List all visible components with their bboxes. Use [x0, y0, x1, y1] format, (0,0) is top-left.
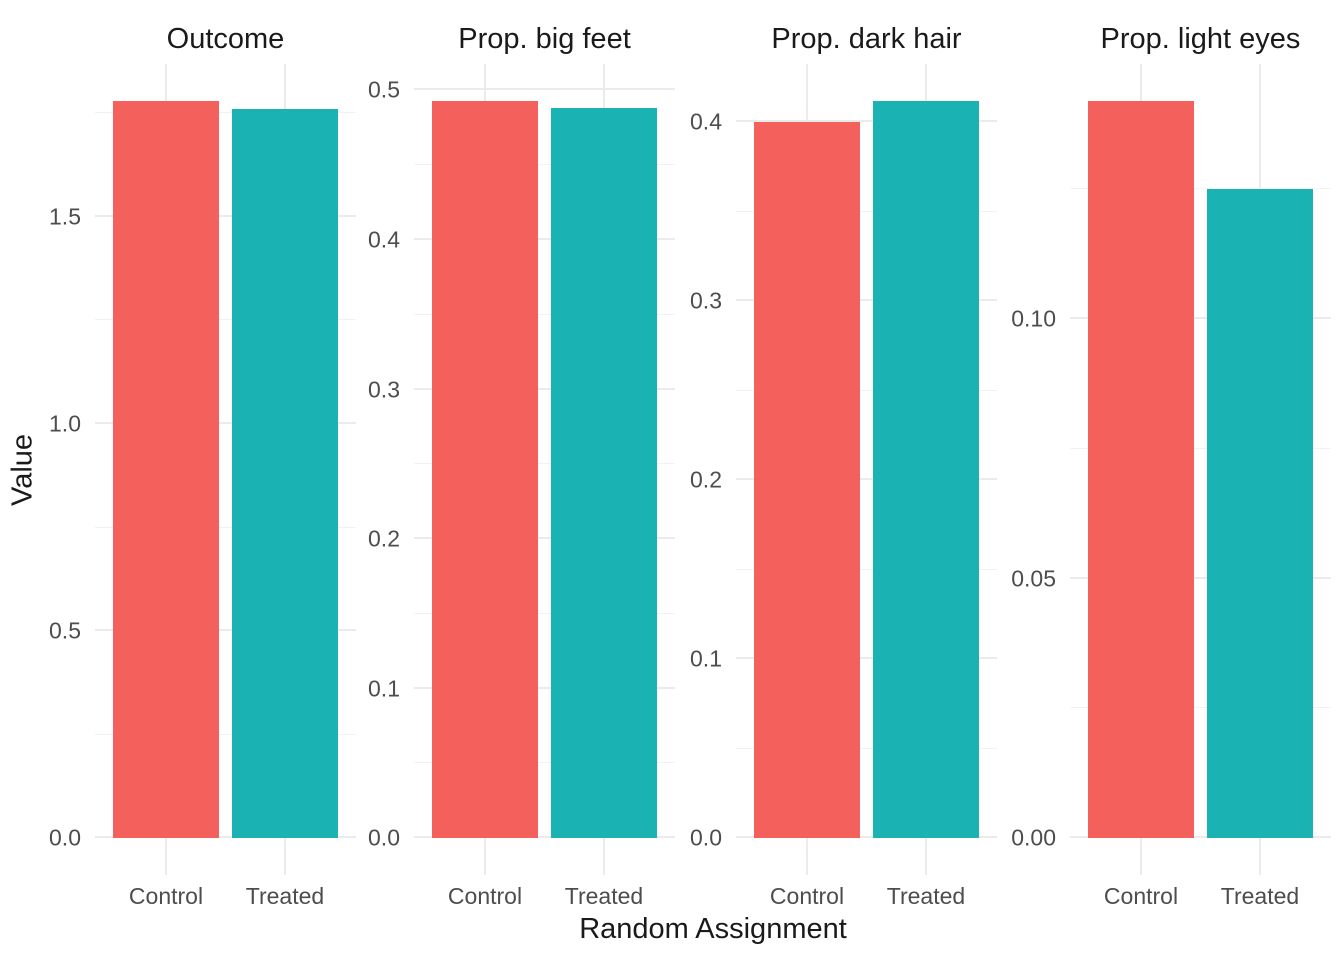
- bar-control: [754, 122, 860, 839]
- y-tick-label: 0.1: [690, 645, 722, 672]
- facet-title: Prop. dark hair: [771, 23, 962, 55]
- gridline-y-minor: [1070, 188, 1331, 190]
- gridline-y-minor: [95, 319, 356, 321]
- x-tick-labels: Control Treated: [736, 875, 997, 911]
- gridline-y-major: [736, 836, 997, 839]
- x-tick-label: Treated: [1220, 883, 1300, 909]
- y-tick-label: 1.0: [49, 410, 81, 437]
- gridline-y-minor: [736, 210, 997, 212]
- gridline-y-major: [736, 120, 997, 123]
- gridline-y-major: [414, 238, 675, 240]
- facets-row: Outcome 0.0 0.5 1.0 1.5 Control Treated Prop…: [46, 0, 1331, 911]
- gridline-y-minor: [414, 463, 675, 465]
- gridline-y-minor: [736, 389, 997, 391]
- y-tick-label: 0.05: [1011, 565, 1056, 592]
- gridline-y-major: [95, 421, 356, 424]
- bar-treated: [1207, 189, 1313, 839]
- y-tick-label: 0.2: [368, 525, 400, 552]
- gridline-y-major: [95, 214, 356, 217]
- y-axis-title: Value: [6, 433, 39, 506]
- facet-prop-big-feet: Prop. big feet 0.0 0.1 0.2 0.3 0.4 0.5 Contro…: [356, 0, 675, 911]
- bar-control: [113, 100, 219, 839]
- y-tick-label: 0.5: [49, 617, 81, 644]
- x-tick-label: Treated: [886, 883, 966, 909]
- gridline-y-major: [414, 537, 675, 540]
- y-tick-label: 0.0: [690, 824, 722, 851]
- x-axis-title: Random Assignment: [579, 913, 847, 945]
- gridline-y-major: [95, 629, 356, 632]
- x-tick-label: Treated: [245, 883, 325, 909]
- facet-prop-dark-hair: Prop. dark hair 0.0 0.1 0.2 0.3 0.4 Control T…: [675, 0, 997, 911]
- x-tick-labels: Control Treated: [95, 875, 356, 911]
- bar-treated: [551, 108, 657, 839]
- facet-title: Outcome: [166, 23, 285, 55]
- x-tick-labels: Control Treated: [1070, 875, 1331, 911]
- y-tick-label: 0.00: [1011, 824, 1056, 851]
- gridline-y-major: [736, 478, 997, 481]
- gridline-y-major: [414, 836, 675, 839]
- gridline-y-major: [1070, 316, 1331, 319]
- gridline-y-minor: [95, 733, 356, 735]
- bar-treated: [873, 100, 979, 839]
- gridline-y-minor: [414, 762, 675, 764]
- facet-panel: 0.0 0.1 0.2 0.3 0.4 0.5: [368, 64, 675, 875]
- y-tick-label: 0.0: [49, 824, 81, 851]
- y-tick-label: 0.1: [368, 675, 400, 702]
- gridline-y-minor: [95, 112, 356, 114]
- x-tick-labels: Control Treated: [414, 875, 675, 911]
- x-tick-label: Control: [1103, 883, 1179, 909]
- gridline-y-major: [414, 88, 675, 91]
- x-tick-label: Control: [447, 883, 523, 909]
- gridline-y-minor: [736, 747, 997, 749]
- bar-control: [1088, 100, 1194, 839]
- gridline-y-minor: [95, 526, 356, 528]
- gridline-y-major: [1070, 576, 1331, 579]
- gridline-y-minor: [414, 164, 675, 166]
- gridline-y-minor: [414, 313, 675, 315]
- facet-title: Prop. light eyes: [1100, 23, 1301, 55]
- y-tick-label: 0.4: [690, 108, 722, 135]
- gridline-y-minor: [1070, 447, 1331, 449]
- y-tick-label: 0.0: [368, 824, 400, 851]
- x-tick-label: Control: [128, 883, 204, 909]
- y-tick-label: 0.10: [1011, 305, 1056, 332]
- y-tick-label: 0.3: [368, 376, 400, 403]
- bar-control: [432, 100, 538, 839]
- gridline-y-major: [736, 299, 997, 302]
- facet-panel: 0.00 0.05 0.10: [1011, 64, 1331, 875]
- facet-prop-light-eyes: Prop. light eyes 0.00 0.05 0.10 Control Tre…: [997, 0, 1331, 911]
- gridline-y-major: [414, 686, 675, 689]
- gridline-y-major: [1070, 836, 1331, 839]
- facet-panel: 0.0 0.5 1.0 1.5: [49, 64, 356, 875]
- y-tick-label: 0.2: [690, 466, 722, 493]
- facet-panel: 0.0 0.1 0.2 0.3 0.4: [690, 64, 997, 875]
- gridline-y-minor: [414, 612, 675, 614]
- gridline-y-minor: [1070, 707, 1331, 709]
- gridline-y-minor: [736, 568, 997, 570]
- gridline-y-major: [414, 387, 675, 390]
- bar-treated: [232, 109, 338, 839]
- gridline-y-major: [736, 657, 997, 660]
- gridline-y-major: [95, 836, 356, 839]
- y-tick-label: 0.4: [368, 226, 400, 253]
- facet-title: Prop. big feet: [458, 23, 631, 55]
- x-tick-label: Control: [769, 883, 845, 909]
- y-tick-label: 0.5: [368, 76, 400, 103]
- x-tick-label: Treated: [564, 883, 644, 909]
- y-tick-label: 0.3: [690, 287, 722, 314]
- facet-outcome: Outcome 0.0 0.5 1.0 1.5 Control Treated: [46, 0, 356, 911]
- y-tick-label: 1.5: [49, 203, 81, 230]
